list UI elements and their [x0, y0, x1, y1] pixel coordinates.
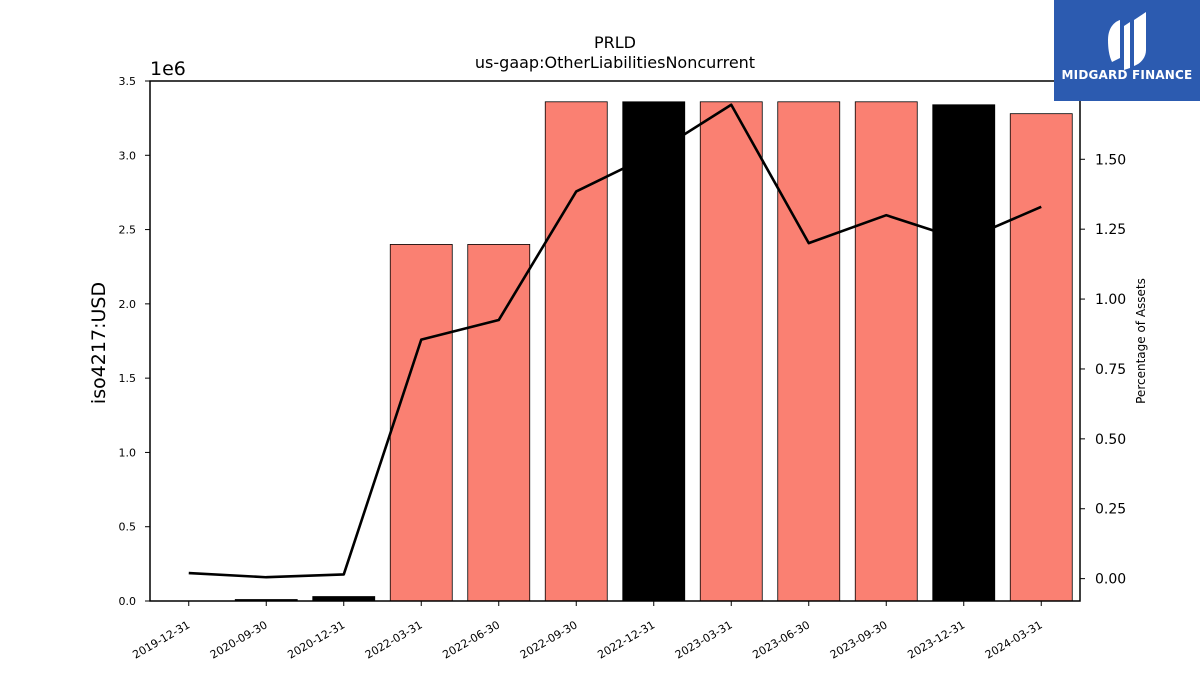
- y-axis-scale-label: 1e6: [150, 58, 186, 80]
- x-tick-label: 2022-06-30: [440, 618, 502, 661]
- x-tick-label: 2023-06-30: [750, 618, 812, 661]
- bar: [932, 104, 996, 602]
- y2-tick-label: 0.00: [1095, 572, 1126, 588]
- y-tick-label: 3.5: [119, 75, 137, 88]
- x-tick-label: 2023-12-31: [905, 618, 967, 661]
- x-tick-label: 2020-12-31: [285, 618, 347, 661]
- y2-tick-label: 1.00: [1095, 292, 1126, 308]
- bar-series: [234, 101, 1073, 602]
- x-tick-label: 2023-09-30: [828, 618, 890, 661]
- y-tick-label: 1.5: [119, 372, 137, 385]
- percentage-line: [188, 103, 1042, 579]
- x-tick-label: 2019-12-31: [130, 618, 192, 661]
- x-tick-label: 2022-12-31: [595, 618, 657, 661]
- bar: [1009, 113, 1073, 602]
- bar: [467, 244, 531, 602]
- midgard-monogram-icon: [1108, 12, 1146, 70]
- line-series: [188, 103, 1042, 579]
- y-tick-label: 2.5: [119, 224, 137, 237]
- bar: [544, 101, 608, 602]
- y-tick-label: 3.0: [119, 149, 137, 162]
- y-axis-label: iso4217:USD: [88, 282, 110, 404]
- brand-logo: MIDGARD FINANCE: [1054, 0, 1200, 101]
- chart-subtitle: us-gaap:OtherLiabilitiesNoncurrent: [475, 53, 755, 72]
- y2-tick-label: 1.25: [1095, 222, 1126, 238]
- x-tick-label: 2024-03-31: [983, 618, 1045, 661]
- y2-tick-label: 0.75: [1095, 362, 1126, 378]
- brand-name: MIDGARD FINANCE: [1061, 68, 1193, 82]
- bar: [777, 101, 841, 602]
- y-tick-label: 0.0: [119, 595, 137, 608]
- bar: [854, 101, 918, 602]
- y2-axis-label: Percentage of Assets: [1134, 278, 1148, 404]
- x-tick-label: 2022-09-30: [518, 618, 580, 661]
- bar: [622, 101, 686, 602]
- bar: [699, 101, 763, 602]
- bar: [389, 244, 453, 602]
- x-tick-label: 2023-03-31: [673, 618, 735, 661]
- plot-frame: [149, 80, 1081, 602]
- x-tick-label: 2022-03-31: [363, 618, 425, 661]
- chart-title: PRLD: [594, 33, 636, 52]
- x-tick-label: 2020-09-30: [208, 618, 270, 661]
- y2-tick-label: 0.25: [1095, 502, 1126, 518]
- y-tick-label: 2.0: [119, 298, 137, 311]
- y-tick-label: 1.0: [119, 446, 137, 459]
- y2-tick-label: 1.50: [1095, 152, 1126, 168]
- y-tick-label: 0.5: [119, 521, 137, 534]
- y2-tick-label: 0.50: [1095, 432, 1126, 448]
